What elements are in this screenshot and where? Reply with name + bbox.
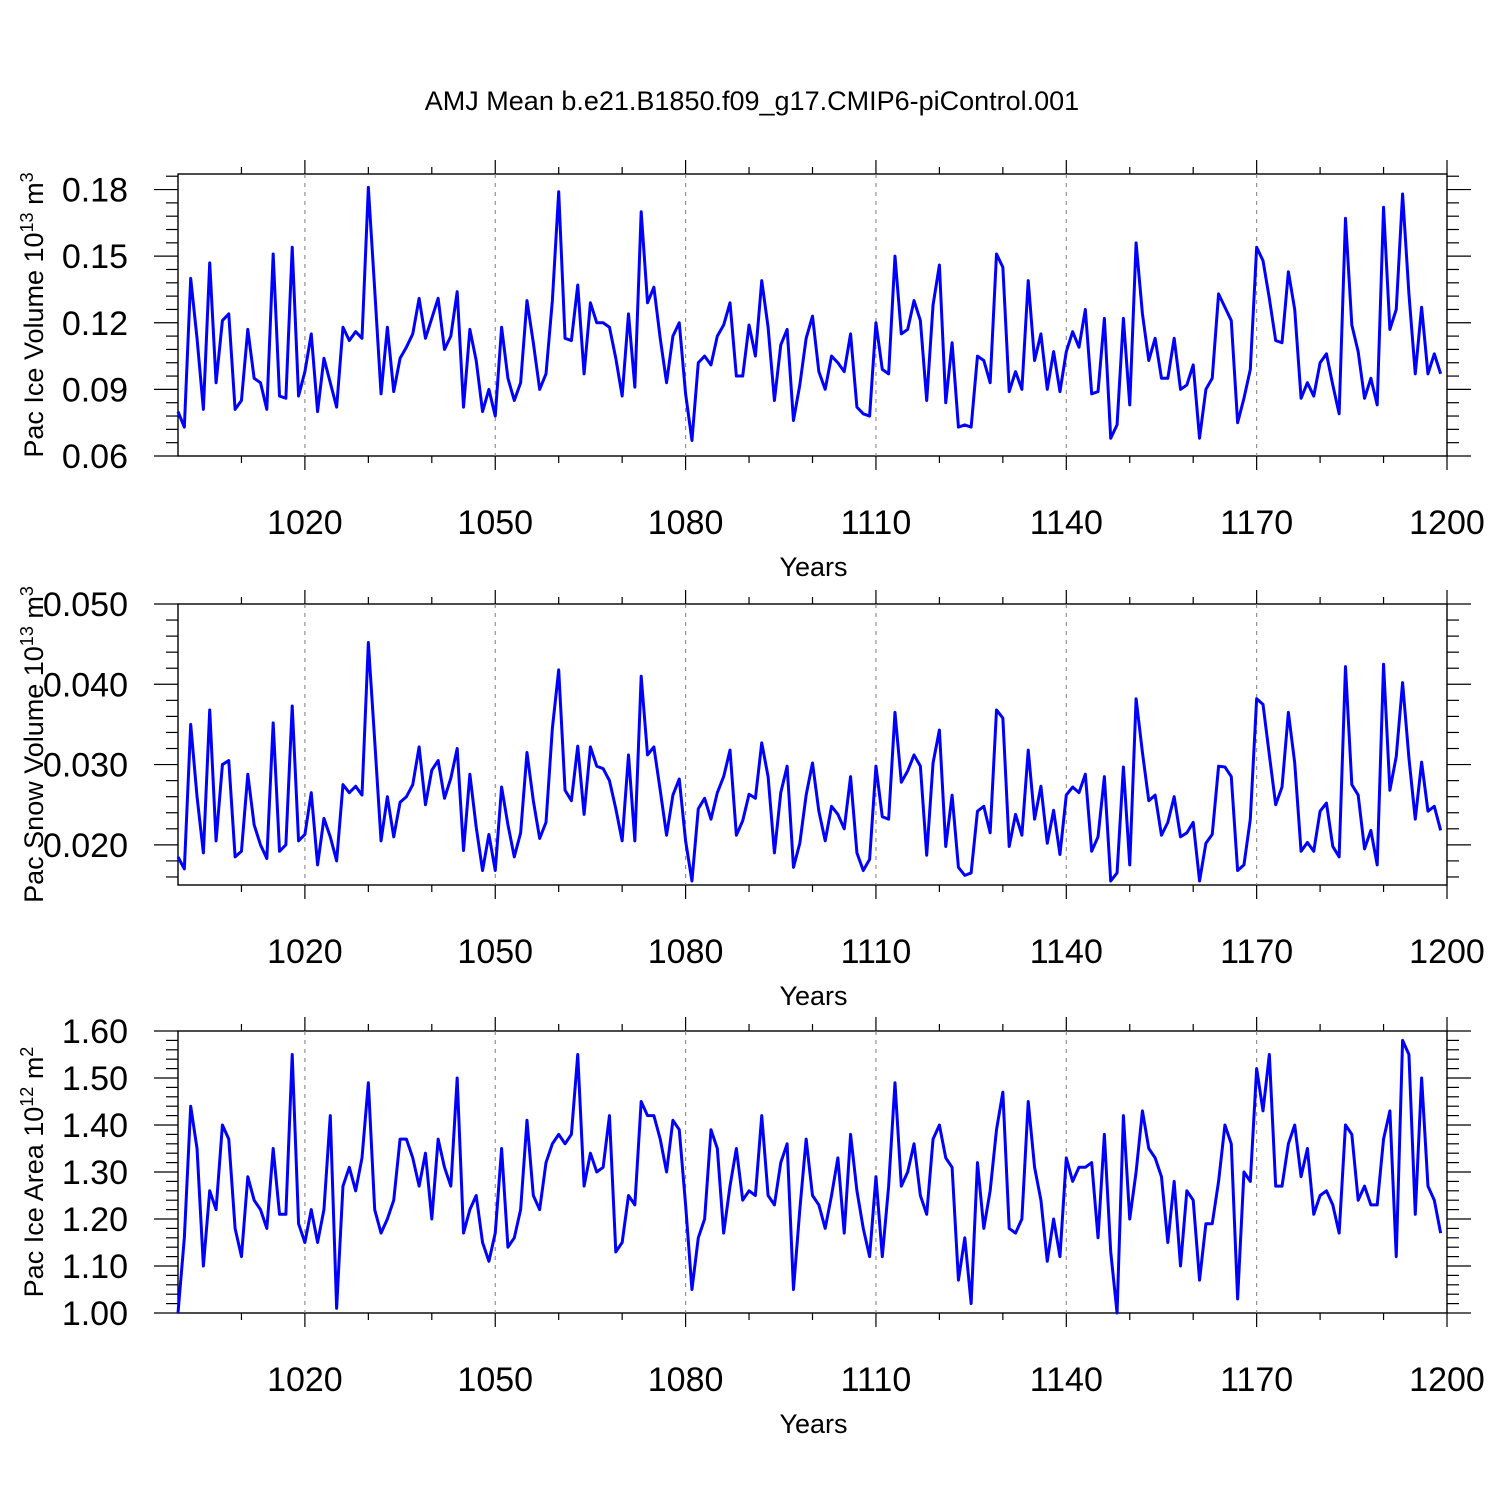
x-tick-label: 1200 <box>1409 504 1485 542</box>
x-tick-label: 1080 <box>648 1361 724 1399</box>
x-tick-label: 1110 <box>841 933 912 971</box>
x-tick-label: 1050 <box>457 504 533 542</box>
panel-ice-volume: 1020 1050 1080 1110 1140 1170 1200 Years 0.06 0.0… <box>17 160 1485 582</box>
y-axis-title: Pac Snow Volume 1013 m3 <box>17 586 49 903</box>
y-axis-title-text: Pac Ice Volume 10 <box>19 232 49 457</box>
y-tick-label: 0.050 <box>43 586 128 624</box>
y-tick-label: 0.06 <box>62 438 128 476</box>
x-tick-label: 1050 <box>457 1361 533 1399</box>
y-tick-label: 1.40 <box>62 1107 128 1145</box>
y-tick-label: 0.18 <box>62 172 128 210</box>
y-tick-label: 0.020 <box>43 827 128 865</box>
y-axis-title-text: Pac Snow Volume 10 <box>19 646 49 903</box>
y-axis-title-exponent: 13 <box>17 626 37 646</box>
y-tick-label: 1.00 <box>62 1295 128 1333</box>
y-tick-label: 0.09 <box>62 371 128 409</box>
y-tick-label: 0.12 <box>62 305 128 343</box>
panel-snow-volume: 1020 1050 1080 1110 1140 1170 1200 Years 0.020 0.… <box>17 586 1485 1011</box>
x-tick-label: 1110 <box>841 504 912 542</box>
x-tick-label: 1200 <box>1409 1361 1485 1399</box>
y-axis-title-exponent: 12 <box>17 1087 37 1107</box>
chart-panels: 1020 1050 1080 1110 1140 1170 1200 Years 0.06 0.0… <box>17 160 1485 1439</box>
x-axis-title: Years <box>779 1409 847 1439</box>
chart-title: AMJ Mean b.e21.B1850.f09_g17.CMIP6-piCon… <box>425 86 1079 116</box>
y-tick-label: 0.040 <box>43 666 128 704</box>
panel-ice-area: 1020 1050 1080 1110 1140 1170 1200 Years 1.00 1.1… <box>17 1013 1485 1439</box>
x-tick-label: 1170 <box>1220 504 1293 542</box>
y-axis-title-unit: m <box>19 182 49 212</box>
x-tick-label: 1080 <box>648 504 724 542</box>
y-axis-title-unit-exponent: 3 <box>17 586 37 596</box>
y-tick-label: 1.50 <box>62 1060 128 1098</box>
x-tick-label: 1020 <box>267 1361 343 1399</box>
series-line <box>176 1038 1443 1315</box>
y-tick-label: 1.30 <box>62 1154 128 1192</box>
y-tick-label: 1.20 <box>62 1201 128 1239</box>
y-axis-title-unit: m <box>19 596 49 626</box>
x-tick-label: 1050 <box>457 933 533 971</box>
y-axis-title-unit: m <box>19 1057 49 1087</box>
series-line <box>176 185 1443 442</box>
x-tick-label: 1140 <box>1030 504 1103 542</box>
series-line <box>176 641 1443 883</box>
y-tick-label: 1.10 <box>62 1248 128 1286</box>
y-tick-label: 1.60 <box>62 1013 128 1051</box>
x-axis-title: Years <box>779 552 847 582</box>
x-tick-label: 1110 <box>841 1361 912 1399</box>
x-tick-label: 1170 <box>1220 933 1293 971</box>
x-tick-label: 1080 <box>648 933 724 971</box>
y-tick-label: 0.15 <box>62 238 128 276</box>
x-tick-label: 1200 <box>1409 933 1485 971</box>
x-tick-label: 1020 <box>267 504 343 542</box>
y-axis-title-exponent: 13 <box>17 212 37 232</box>
x-tick-label: 1020 <box>267 933 343 971</box>
y-axis-title: Pac Ice Area 1012 m2 <box>17 1047 49 1298</box>
y-axis-title-unit-exponent: 3 <box>17 172 37 182</box>
x-tick-label: 1140 <box>1030 1361 1103 1399</box>
y-axis-title-unit-exponent: 2 <box>17 1047 37 1057</box>
x-tick-label: 1140 <box>1030 933 1103 971</box>
y-axis-title: Pac Ice Volume 1013 m3 <box>17 172 49 457</box>
x-axis-title: Years <box>779 981 847 1011</box>
y-tick-label: 0.030 <box>43 747 128 785</box>
y-axis-title-text: Pac Ice Area 10 <box>19 1107 49 1298</box>
x-tick-label: 1170 <box>1220 1361 1293 1399</box>
